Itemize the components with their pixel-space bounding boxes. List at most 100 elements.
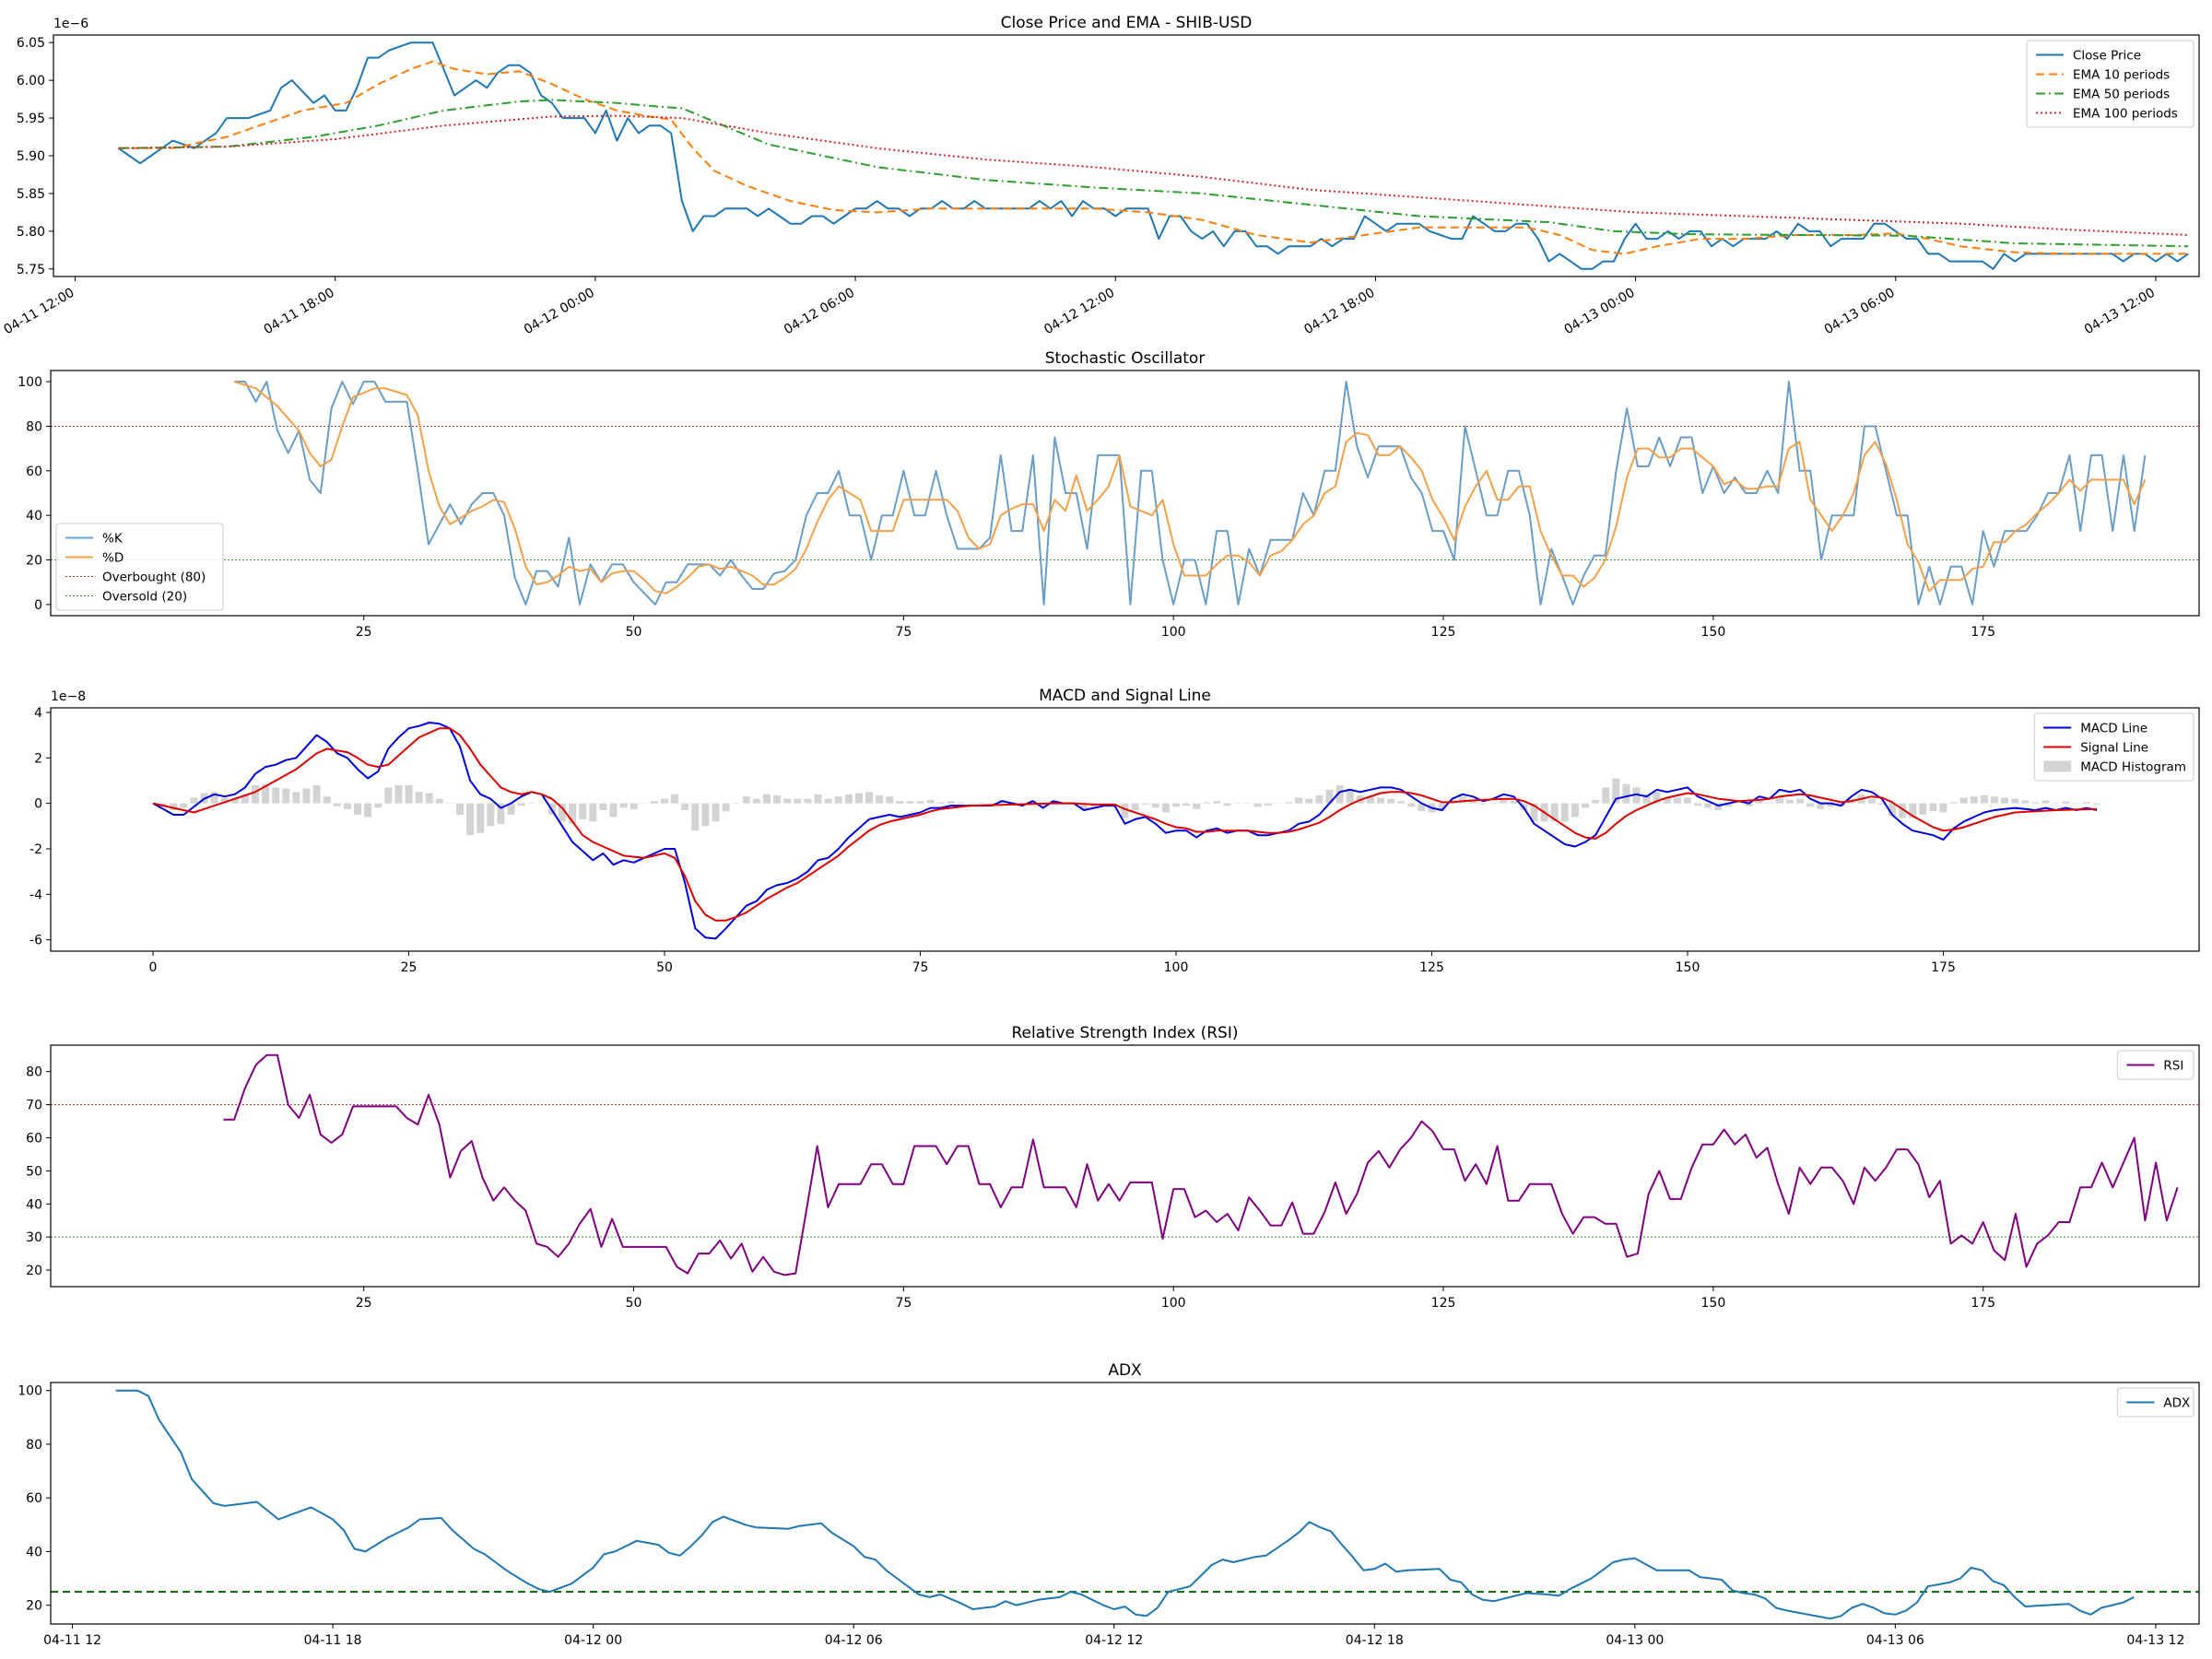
histogram-bar (507, 803, 515, 815)
series-line-rsi (223, 1053, 2179, 1277)
histogram-bar (1407, 803, 1416, 807)
x-tick-label: 04-11 18:00 (262, 286, 337, 338)
x-tick-label: 50 (656, 960, 673, 975)
y-tick-label: 5.85 (17, 187, 45, 202)
x-tick-label: 0 (149, 960, 158, 975)
y-tick-label: 6.05 (17, 36, 45, 51)
histogram-bar (773, 795, 782, 804)
histogram-bar (722, 803, 730, 812)
histogram-bar (1663, 797, 1671, 804)
histogram-bar (190, 797, 198, 804)
x-tick-label: 100 (1164, 960, 1189, 975)
histogram-bar (752, 798, 760, 804)
histogram-bar (1335, 784, 1344, 804)
histogram-bar (650, 801, 658, 804)
y-offset-label: 1e−8 (51, 689, 86, 704)
legend-label: RSI (2163, 1059, 2183, 1074)
histogram-bar (1632, 787, 1641, 804)
histogram-bar (661, 798, 668, 804)
histogram-bar (1602, 787, 1610, 804)
histogram-bar (180, 803, 188, 808)
x-tick-label: 25 (401, 960, 418, 975)
x-tick-label: 100 (1161, 1296, 1186, 1311)
histogram-bar (230, 798, 239, 804)
histogram-bar (1203, 802, 1211, 804)
y-tick-label: 100 (18, 1384, 42, 1399)
histogram-bar (1500, 798, 1508, 804)
x-tick-label: 04-12 12:00 (1041, 286, 1117, 338)
x-tick-label: 04-13 12:00 (2082, 286, 2158, 338)
histogram-bar (425, 793, 433, 804)
x-tick-label: 175 (1971, 1296, 1995, 1311)
histogram-bar (1949, 802, 1958, 804)
histogram-bar (1418, 803, 1426, 812)
legend-label: EMA 100 periods (2073, 107, 2178, 122)
histogram-bar (978, 803, 986, 805)
histogram-bar (2031, 802, 2040, 804)
x-tick-label: 175 (1931, 960, 1956, 975)
histogram-bar (497, 803, 505, 824)
histogram-bar (1786, 799, 1794, 804)
histogram-bar (333, 803, 341, 806)
y-tick-label: -2 (29, 842, 42, 857)
y-tick-label: 5.80 (17, 225, 45, 240)
y-tick-label: 80 (26, 1438, 42, 1453)
legend-label: Signal Line (2080, 741, 2148, 756)
plot-area-frame (50, 707, 2200, 952)
series-line-k (234, 381, 2147, 606)
histogram-bar (272, 787, 280, 804)
histogram-bar (384, 787, 393, 804)
histogram-bar (1919, 803, 1927, 815)
y-tick-label: -4 (29, 888, 42, 902)
x-tick-label: 50 (626, 625, 642, 640)
histogram-bar (876, 795, 884, 804)
chart-title: MACD and Signal Line (1039, 687, 1211, 705)
histogram-bar (1775, 796, 1783, 804)
histogram-bar (1182, 803, 1191, 806)
y-tick-label: 4 (34, 706, 42, 721)
histogram-bar (323, 796, 331, 804)
histogram-bar (1582, 803, 1589, 808)
x-tick-label: 50 (626, 1296, 642, 1311)
legend-box (55, 523, 224, 611)
histogram-bar (1735, 803, 1743, 805)
y-tick-label: 80 (26, 419, 42, 434)
histogram-bar (1550, 803, 1559, 822)
chart-title: Relative Strength Index (RSI) (1012, 1024, 1239, 1042)
histogram-bar (732, 803, 740, 805)
histogram-bar (936, 802, 945, 804)
histogram-bar (1295, 797, 1303, 804)
histogram-bar (415, 792, 423, 804)
histogram-bar (619, 803, 628, 808)
histogram-bar (854, 793, 863, 804)
histogram-bar (364, 803, 372, 818)
y-tick-label: 60 (26, 465, 42, 479)
histogram-bar (302, 788, 311, 804)
legend-box (2116, 1387, 2194, 1418)
chart-title: ADX (1108, 1361, 1142, 1380)
histogram-bar (957, 802, 965, 804)
x-tick-label: 125 (1431, 625, 1456, 640)
histogram-bar (1765, 803, 1773, 805)
legend-label: MACD Line (2080, 722, 2147, 736)
series-line-adx (115, 1389, 2135, 1620)
histogram-bar (1141, 803, 1149, 805)
histogram-bar (1161, 803, 1170, 813)
histogram-bar (354, 803, 361, 815)
x-tick-label: 04-12 18:00 (1301, 286, 1377, 338)
histogram-bar (2072, 803, 2080, 805)
histogram-bar (1980, 795, 1988, 804)
histogram-bar (1377, 797, 1384, 804)
histogram-bar (1704, 803, 1712, 808)
y-tick-label: 30 (26, 1230, 42, 1245)
legend-label: %K (102, 532, 124, 547)
histogram-bar (579, 803, 587, 819)
x-tick-label: 125 (1419, 960, 1444, 975)
histogram-bar (1285, 802, 1293, 804)
x-tick-label: 04-13 06 (1866, 1633, 1924, 1648)
histogram-bar (865, 792, 873, 804)
x-tick-label: 04-11 12 (43, 1633, 101, 1648)
y-tick-label: 2 (34, 751, 42, 766)
histogram-bar (712, 803, 720, 822)
